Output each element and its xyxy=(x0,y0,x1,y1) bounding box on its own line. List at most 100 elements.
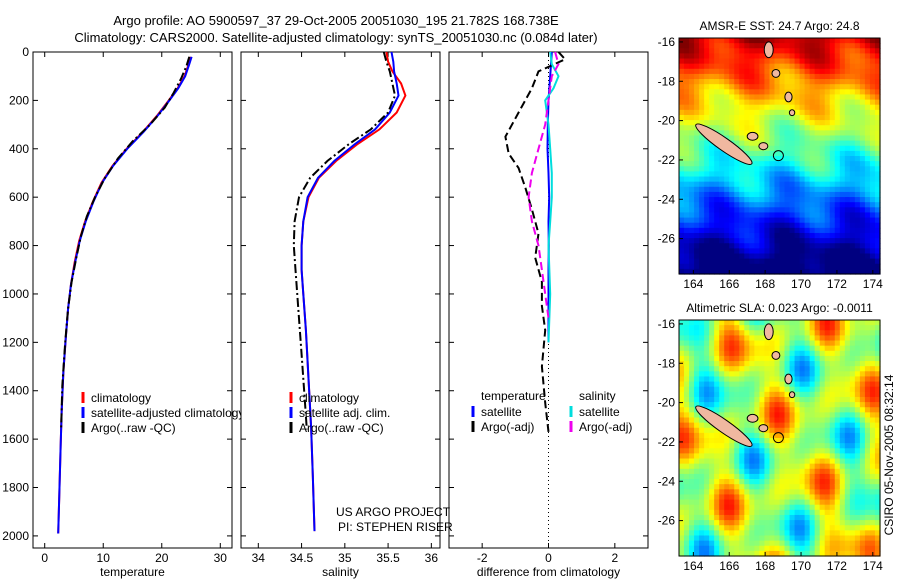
map-cell xyxy=(709,232,715,239)
map-cell xyxy=(764,191,771,198)
map-cell xyxy=(849,438,856,444)
map-cell xyxy=(824,468,831,475)
map-cell xyxy=(864,258,871,265)
map-cell xyxy=(854,381,861,388)
map-cell xyxy=(819,58,826,65)
map-cell xyxy=(774,120,781,126)
map-cell xyxy=(789,89,796,96)
map-cell xyxy=(784,135,791,142)
legend-entry: Argo(..raw -QC) xyxy=(91,421,176,435)
map-cell xyxy=(734,48,740,54)
map-cell xyxy=(779,253,786,260)
map-cell xyxy=(689,514,695,521)
map-cell xyxy=(679,58,685,65)
map-cell xyxy=(814,479,821,485)
map-cell xyxy=(814,325,821,331)
map-cell xyxy=(774,63,781,70)
map-cell xyxy=(769,335,776,342)
map-cell xyxy=(784,386,791,393)
map-cell xyxy=(754,197,761,203)
map-cell xyxy=(814,243,821,249)
map-cell xyxy=(714,525,720,531)
map-cell xyxy=(874,191,881,198)
map-cell xyxy=(849,320,856,326)
map-cell xyxy=(709,191,715,198)
map-cell xyxy=(759,135,766,142)
map-cell xyxy=(699,186,705,193)
map-cell xyxy=(759,171,766,178)
map-cell xyxy=(719,227,725,234)
map-cell xyxy=(679,345,685,352)
map-cell xyxy=(714,443,720,449)
map-cell xyxy=(784,99,791,106)
map-cell xyxy=(679,53,685,60)
map-cell xyxy=(739,73,745,80)
map-cell xyxy=(834,494,841,501)
map-cell xyxy=(689,38,695,44)
map-cell xyxy=(779,171,786,178)
map-cell xyxy=(684,99,690,106)
map-cell xyxy=(694,458,700,465)
map-cell xyxy=(769,550,776,557)
map-cell xyxy=(829,391,836,398)
map-cell xyxy=(769,509,776,516)
map-cell xyxy=(719,335,725,342)
map-cell xyxy=(819,320,826,326)
map-cell xyxy=(794,166,801,172)
map-cell xyxy=(729,238,735,244)
map-cell xyxy=(779,432,786,439)
map-cell xyxy=(829,545,836,552)
map-cell xyxy=(844,484,851,490)
map-cell xyxy=(829,181,836,188)
map-cell xyxy=(689,458,695,465)
map-cell xyxy=(839,345,846,352)
map-cell xyxy=(809,232,816,239)
map-cell xyxy=(769,114,776,121)
map-cell xyxy=(794,150,801,157)
map-cell xyxy=(779,166,786,172)
map-cell xyxy=(709,550,715,557)
map-cell xyxy=(799,540,806,547)
map-cell xyxy=(789,212,796,219)
map-cell xyxy=(719,125,725,131)
map-cell xyxy=(874,104,881,111)
map-cell xyxy=(784,140,791,147)
map-cell xyxy=(829,79,836,85)
map-cell xyxy=(849,243,856,249)
map-cell xyxy=(814,238,821,244)
map-cell xyxy=(829,468,836,475)
map-cell xyxy=(794,458,801,465)
map-cell xyxy=(754,217,761,224)
map-cell xyxy=(804,94,811,101)
map-cell xyxy=(719,340,725,347)
map-cell xyxy=(859,248,866,255)
map-cell xyxy=(724,43,730,49)
map-cell xyxy=(724,186,730,193)
map-cell xyxy=(754,361,761,367)
map-cell xyxy=(809,109,816,116)
map-cell xyxy=(759,84,766,90)
map-cell xyxy=(824,38,831,44)
map-cell xyxy=(744,125,750,131)
map-cell xyxy=(794,181,801,188)
map-cell xyxy=(764,422,771,429)
map-cell xyxy=(819,38,826,44)
map-cell xyxy=(774,443,781,449)
map-cell xyxy=(754,386,761,393)
map-cell xyxy=(824,504,831,511)
map-cell xyxy=(734,94,740,101)
map-cell xyxy=(819,191,826,198)
map-cell xyxy=(779,499,786,506)
map-cell xyxy=(714,361,720,367)
map-cell xyxy=(679,84,685,90)
map-cell xyxy=(724,114,730,121)
map-cell xyxy=(869,58,876,65)
map-cell xyxy=(704,99,710,106)
map-cell xyxy=(809,48,816,54)
map-cell xyxy=(799,145,806,152)
map-cell xyxy=(839,509,846,516)
map-cell xyxy=(689,63,695,70)
map-cell xyxy=(744,207,750,214)
map-cell xyxy=(824,458,831,465)
map-cell xyxy=(724,438,730,444)
